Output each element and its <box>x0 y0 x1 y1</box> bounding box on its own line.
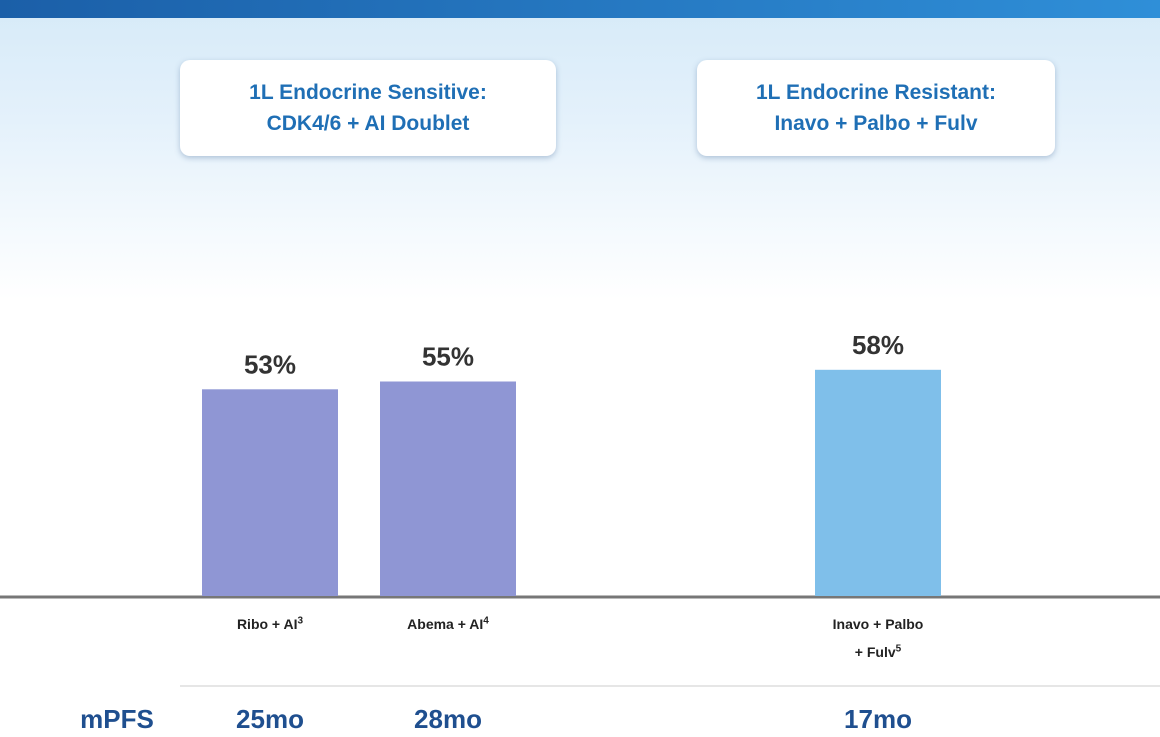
footnote-ref: 4 <box>483 615 489 627</box>
group-title: Inavo + Palbo + Fulv <box>774 112 978 135</box>
value-label: 53% <box>244 349 296 379</box>
footnote-ref: 3 <box>297 615 304 627</box>
value-label: 55% <box>422 342 474 372</box>
group-box: 1L Endocrine Resistant: Inavo + Palbo + … <box>697 60 1055 156</box>
group-title: 1L Endocrine Resistant: <box>755 81 996 104</box>
category-text: Abema + AI <box>407 616 484 632</box>
bar <box>815 369 941 596</box>
mpfs-value: 17mo <box>844 704 912 734</box>
bar <box>202 389 338 596</box>
mpfs-label: mPFS <box>80 704 154 734</box>
category-text: Inavo + Palbo + Fulv <box>832 616 924 660</box>
category-label: Ribo + AI3 <box>224 610 316 638</box>
value-label: 58% <box>852 330 904 360</box>
category-label: Inavo + Palbo + Fulv5 <box>832 610 924 666</box>
top-bar <box>0 0 1160 18</box>
bar <box>380 381 516 596</box>
group-title: 1L Endocrine Sensitive: <box>249 81 487 104</box>
category-label: Abema + AI4 <box>402 610 494 638</box>
group-title: CDK4/6 + AI Doublet <box>266 112 470 135</box>
group-box: 1L Endocrine Sensitive: CDK4/6 + AI Doub… <box>180 60 556 156</box>
footnote-ref: 5 <box>895 643 902 655</box>
mpfs-value: 28mo <box>414 704 482 734</box>
mpfs-value: 25mo <box>236 704 304 734</box>
category-text: Ribo + AI <box>236 616 298 632</box>
